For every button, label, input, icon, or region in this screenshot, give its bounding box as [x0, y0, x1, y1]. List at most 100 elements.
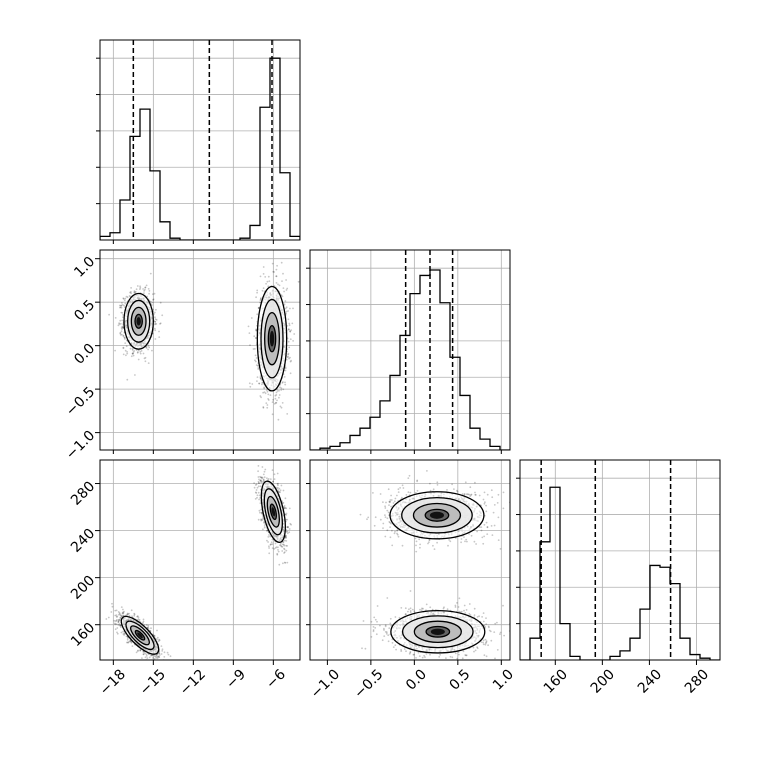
sample-point: [115, 616, 118, 618]
sample-point: [257, 470, 259, 473]
sample-point: [119, 614, 122, 616]
sample-point: [139, 288, 141, 290]
sample-point: [108, 313, 110, 316]
sample-point: [281, 382, 284, 384]
sample-point: [142, 620, 145, 623]
sample-point: [125, 295, 128, 298]
sample-point: [160, 653, 163, 655]
sample-point: [293, 333, 296, 335]
sample-point: [269, 543, 272, 546]
sample-point: [277, 484, 279, 487]
sample-point: [137, 616, 140, 619]
sample-point: [279, 386, 281, 389]
sample-point: [163, 661, 165, 663]
sample-point: [122, 314, 124, 316]
sample-point: [124, 338, 126, 340]
scatter-content: [108, 261, 300, 421]
sample-point: [255, 328, 257, 331]
sample-point: [142, 288, 145, 290]
histogram-bar: [130, 136, 140, 240]
sample-point: [124, 302, 127, 305]
sample-point: [121, 312, 124, 314]
sample-point: [122, 633, 125, 635]
sample-point: [136, 285, 139, 287]
histogram-bar: [410, 294, 420, 450]
sample-point: [260, 518, 262, 521]
histogram-bar: [470, 428, 480, 450]
sample-point: [110, 611, 113, 613]
sample-point: [288, 346, 291, 349]
sample-point: [142, 653, 145, 656]
sample-point: [122, 326, 125, 329]
sample-point: [119, 624, 122, 626]
sample-point: [276, 552, 279, 555]
histogram-bar: [400, 335, 410, 450]
sample-point: [132, 351, 135, 353]
sample-point: [262, 473, 265, 476]
sample-point: [128, 295, 131, 297]
sample-point: [252, 348, 255, 350]
sample-point: [126, 378, 129, 381]
sample-point: [261, 512, 263, 515]
sample-point: [150, 300, 152, 303]
sample-point: [131, 352, 134, 355]
sample-point: [120, 330, 123, 333]
sample-point: [114, 628, 117, 631]
sample-point: [119, 333, 122, 336]
sample-point: [289, 338, 292, 341]
sample-point: [156, 656, 159, 658]
sample-point: [114, 623, 117, 626]
sample-point: [133, 291, 136, 294]
sample-point: [254, 491, 257, 494]
sample-point: [285, 306, 288, 309]
sample-point: [274, 397, 277, 400]
sample-point: [121, 615, 123, 617]
sample-point: [119, 319, 122, 322]
histogram-bar: [670, 584, 680, 660]
sample-point: [145, 624, 148, 626]
histogram-bar: [380, 401, 390, 450]
sample-point: [120, 327, 123, 329]
sample-point: [118, 304, 121, 307]
sample-point: [139, 649, 142, 651]
sample-point: [120, 306, 123, 309]
sample-point: [119, 332, 122, 335]
sample-point: [289, 330, 292, 333]
sample-point: [154, 338, 157, 340]
sample-point: [291, 322, 294, 325]
sample-point: [138, 619, 141, 621]
sample-point: [125, 354, 127, 357]
histogram-step: [520, 486, 720, 660]
sample-point: [148, 290, 151, 292]
sample-point: [124, 349, 127, 352]
sample-point: [258, 382, 261, 385]
sample-point: [139, 352, 142, 355]
sample-point: [125, 641, 128, 644]
sample-point: [129, 639, 132, 642]
sample-point: [153, 634, 156, 637]
sample-point: [248, 382, 251, 385]
sample-point: [152, 301, 154, 304]
sample-point: [285, 534, 287, 537]
sample-point: [126, 352, 129, 355]
histogram-bar: [480, 439, 490, 450]
sample-point: [122, 353, 125, 356]
sample-point: [274, 394, 277, 397]
sample-point: [267, 399, 270, 401]
sample-point: [263, 470, 266, 473]
sample-point: [153, 292, 156, 295]
sample-point: [140, 350, 143, 352]
sample-point: [286, 526, 289, 528]
sample-point: [255, 337, 257, 339]
sample-point: [254, 348, 256, 350]
sample-point: [151, 654, 154, 657]
sample-point: [271, 469, 274, 471]
sample-point: [265, 402, 268, 404]
sample-point: [277, 482, 279, 485]
sample-point: [271, 543, 274, 546]
sample-point: [257, 465, 260, 467]
sample-point: [283, 561, 286, 564]
sample-point: [163, 656, 166, 658]
sample-point: [259, 479, 262, 482]
sample-point: [117, 620, 120, 623]
